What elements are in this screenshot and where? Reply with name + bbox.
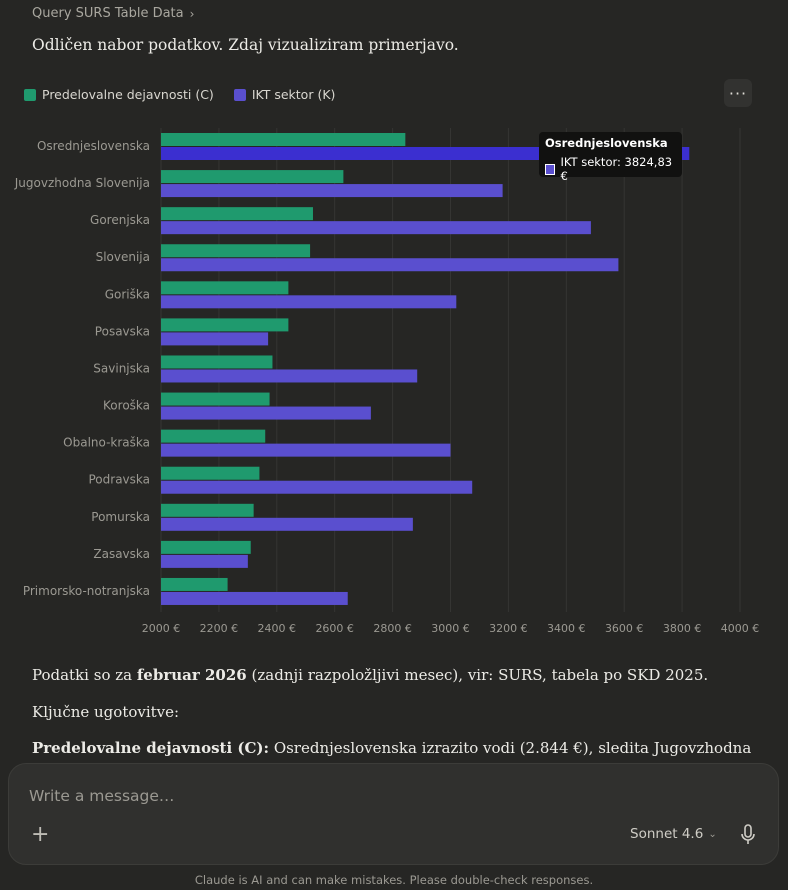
x-tick-label: 3200 € [489,622,528,635]
y-category-label: Pomurska [91,510,150,524]
paragraph-manufacturing: Predelovalne dejavnosti (C): Osrednjeslo… [32,739,751,757]
message-input[interactable]: Write a message… [29,787,175,805]
y-category-label: Posavska [95,324,150,338]
bar-chart: 2000 € 2200 € 2400 € 2600 € 2800 € 3000 € 3200… [14,128,760,635]
bar-ict[interactable] [161,369,418,383]
legend-label: IKT sektor (K) [251,87,336,102]
x-tick-label: 3000 € [431,622,470,635]
bar-ict[interactable] [161,554,248,568]
bar-manufacturing[interactable] [161,429,266,443]
bar-ict[interactable] [161,406,371,420]
text-span: Podatki so za [32,666,137,684]
bar-ict[interactable] [161,480,473,494]
y-category-label: Zasavska [93,547,150,561]
tooltip-value: IKT sektor: 3824,83 € [560,155,673,183]
x-tick-label: 2600 € [315,622,354,635]
model-selector[interactable]: Sonnet 4.6 ⌄ [630,826,717,842]
x-tick-label: 2000 € [142,622,181,635]
bar-manufacturing[interactable] [161,540,251,554]
bar-ict[interactable] [161,517,413,531]
more-options-button[interactable]: ··· [724,79,752,107]
disclaimer-text: Claude is AI and can make mistakes. Plea… [194,873,594,887]
tooltip-title: Osrednjeslovenska [545,136,668,150]
chevron-right-icon: › [189,6,195,21]
bar-ict[interactable] [161,332,269,346]
x-tick-label: 3400 € [547,622,586,635]
bar-manufacturing[interactable] [161,318,289,332]
bar-manufacturing[interactable] [161,355,273,369]
legend-item-ict[interactable]: IKT sektor (K) [233,87,336,102]
x-tick-label: 3800 € [663,622,702,635]
tooltip-row: IKT sektor: 3824,83 € [545,155,676,183]
y-category-label: Obalno-kraška [63,436,150,450]
breadcrumb-label[interactable]: Query SURS Table Data [32,6,184,21]
text-span: Osrednjeslovenska izrazito vodi (2.844 €… [269,739,752,757]
paragraph-findings-heading: Ključne ugotovitve: [32,703,180,721]
bold-span: Predelovalne dejavnosti (C): [32,739,270,757]
x-tick-label: 2400 € [258,622,297,635]
y-category-label: Savinjska [93,361,150,375]
legend-label: Predelovalne dejavnosti (C) [42,87,214,102]
bar-manufacturing[interactable] [161,281,289,295]
chart-tooltip: Osrednjeslovenska IKT sektor: 3824,83 € [539,132,682,183]
message-composer: Write a message… + Sonnet 4.6 ⌄ [8,763,779,865]
y-category-label: Jugovzhodna Slovenija [14,176,150,190]
y-category-label: Goriška [105,287,150,301]
y-category-label: Slovenija [96,250,150,264]
x-tick-label: 4000 € [721,622,760,635]
bar-ict[interactable] [161,184,503,198]
x-tick-label: 2200 € [200,622,239,635]
bar-ict[interactable] [161,443,451,457]
intro-text: Odličen nabor podatkov. Zdaj vizualizira… [32,36,459,54]
y-category-label: Osrednjeslovenska [37,139,150,153]
bar-ict[interactable] [161,295,457,309]
bar-manufacturing[interactable] [161,503,254,517]
bar-ict[interactable] [161,221,591,235]
plus-icon[interactable]: + [31,822,50,847]
bar-ict[interactable] [161,591,348,605]
bar-manufacturing[interactable] [161,577,228,591]
breadcrumb[interactable]: Query SURS Table Data › [32,6,194,21]
legend-swatch-purple [233,88,246,101]
legend-item-manufacturing[interactable]: Predelovalne dejavnosti (C) [24,87,214,102]
tooltip-swatch [545,163,556,175]
bar-manufacturing[interactable] [161,170,344,184]
bold-span: februar 2026 [136,666,247,684]
microphone-icon[interactable] [739,824,757,846]
paragraph-source: Podatki so za februar 2026 (zadnji razpo… [32,666,708,684]
chevron-down-icon: ⌄ [708,828,717,840]
bar-manufacturing[interactable] [161,207,313,221]
text-span: (zadnji razpoložljivi mesec), vir: SURS,… [246,666,709,684]
bar-manufacturing[interactable] [161,392,270,406]
legend-swatch-green [24,88,36,101]
bar-manufacturing[interactable] [161,244,311,258]
y-category-label: Koroška [103,399,150,413]
y-category-label: Podravska [89,473,151,487]
bar-ict[interactable] [161,258,619,272]
chart-legend: Predelovalne dejavnosti (C) IKT sektor (… [24,87,335,102]
y-category-label: Gorenjska [90,213,150,227]
bar-manufacturing[interactable] [161,466,260,480]
x-tick-label: 3600 € [605,622,644,635]
x-tick-label: 2800 € [373,622,412,635]
model-label[interactable]: Sonnet 4.6 [630,826,704,842]
bar-manufacturing[interactable] [161,133,406,146]
y-category-label: Primorsko-notranjska [23,584,150,598]
